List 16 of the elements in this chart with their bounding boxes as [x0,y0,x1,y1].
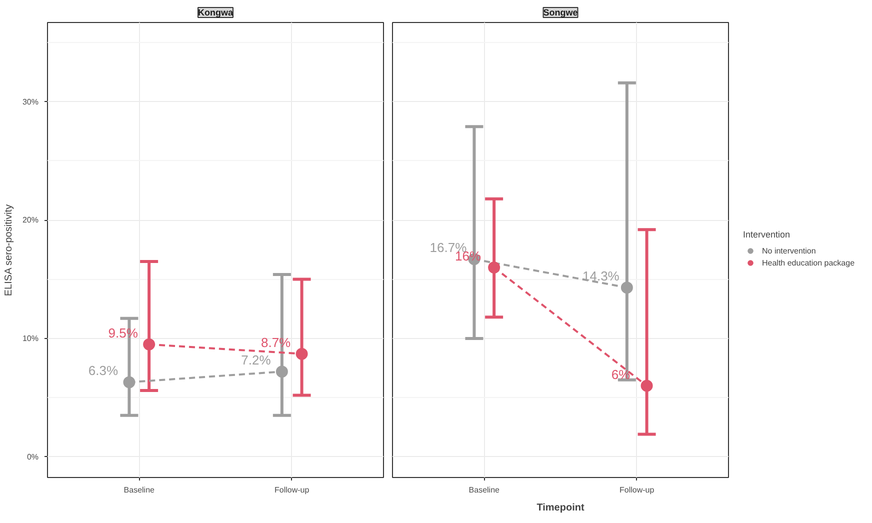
chart-title: Songwe [543,8,578,18]
x-tick-label: Follow-up [274,486,310,494]
y-axis-title: ELISA sero-positivity [3,204,14,296]
x-tick-label: Baseline [124,486,156,494]
y-tick-label: 10% [22,334,39,343]
legend-label: Health education package [762,257,855,268]
x-axis-title: Timepoint [536,502,585,514]
data-label: 6.3% [88,363,118,378]
legend-title: Intervention [743,230,792,240]
x-tick-label: Follow-up [620,486,655,494]
data-label: 7.2% [241,352,272,368]
y-tick-label: 0% [26,452,38,462]
y-tick-label: 20% [22,216,39,225]
x-tick-label: Baseline [468,486,500,494]
y-tick-label: 30% [22,97,39,106]
legend-label: No intervention [762,245,816,256]
